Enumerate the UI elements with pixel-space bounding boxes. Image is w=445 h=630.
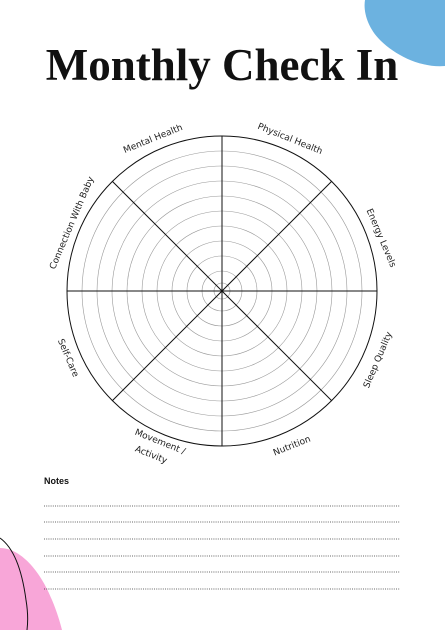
title: Monthly Check In [46,40,399,90]
pink-blob [0,548,62,630]
decor-curve [0,537,29,630]
wheel-spoke [112,181,332,401]
blue-blob [364,0,445,67]
notes-label: Notes [44,476,69,486]
wheel [66,135,378,447]
